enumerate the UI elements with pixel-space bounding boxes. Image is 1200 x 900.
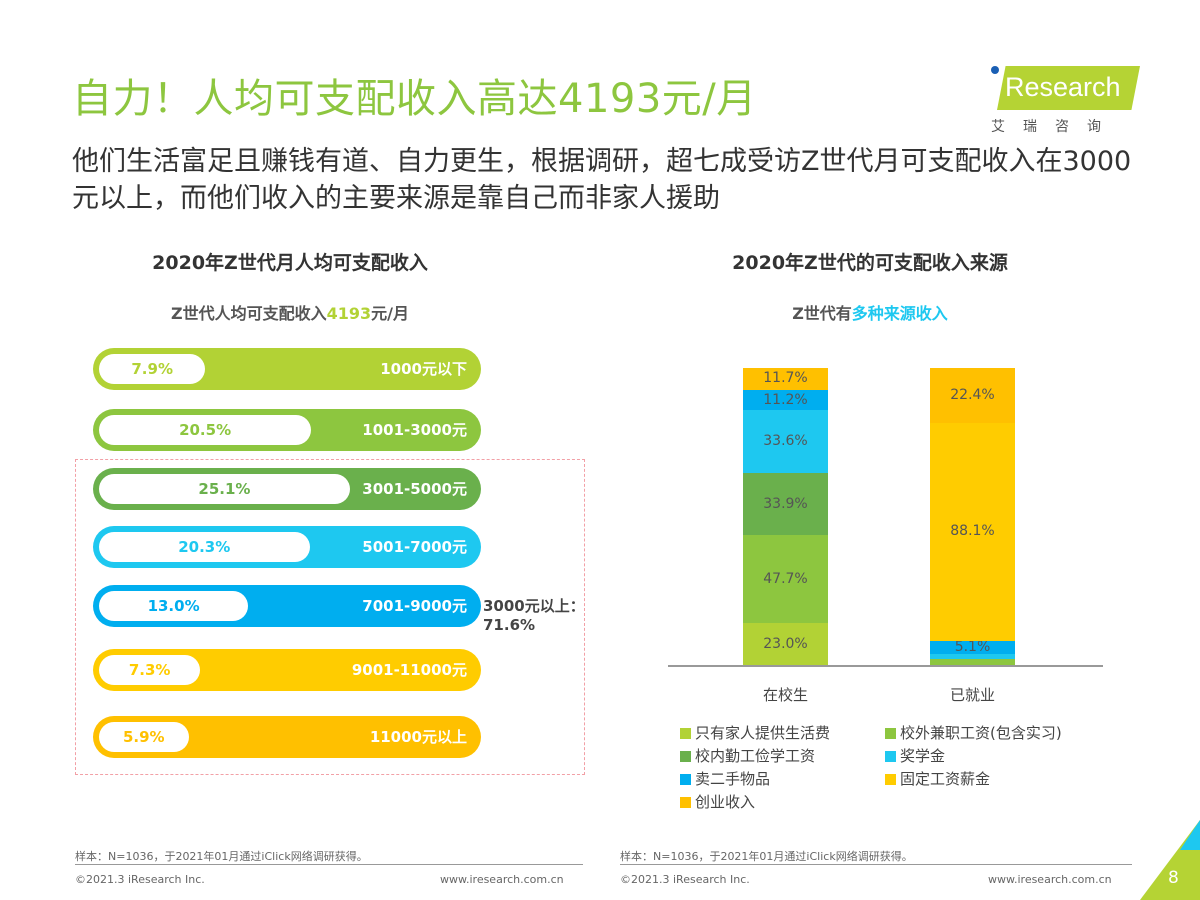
- legend-item: 固定工资薪金: [885, 768, 990, 789]
- legend-swatch: [680, 728, 691, 739]
- income-bar: 5.9% 11000元以上: [93, 716, 481, 758]
- legend-swatch: [680, 797, 691, 808]
- bar-segment: [930, 658, 1015, 666]
- income-bar: 25.1% 3001-5000元: [93, 468, 481, 510]
- note-label: 3000元以上：: [483, 597, 585, 615]
- legend-label: 校内勤工俭学工资: [695, 747, 816, 765]
- url-right: www.iresearch.com.cn: [988, 873, 1112, 886]
- x-tick-label: 已就业: [949, 686, 995, 704]
- legend-swatch: [885, 751, 896, 762]
- legend-label: 卖二手物品: [695, 770, 771, 788]
- bar-value-label: 7.3%: [99, 655, 201, 685]
- page-title: 自力！人均可支配收入高达4193元/月: [72, 76, 757, 122]
- bar-value-label: 5.9%: [99, 722, 189, 752]
- left-chart-title: 2020年Z世代月人均可支配收入: [152, 252, 428, 274]
- bar-value-label: 20.3%: [99, 532, 310, 562]
- bar-category-label: 1001-3000元: [362, 421, 467, 439]
- legend-swatch: [680, 751, 691, 762]
- bar-value-label: 20.5%: [99, 415, 312, 445]
- legend-swatch: [885, 728, 896, 739]
- bar-segment: 22.4%: [930, 368, 1015, 424]
- subtitle-unit: 元/月: [371, 304, 409, 323]
- income-bar: 20.3% 5001-7000元: [93, 526, 481, 568]
- corner-decoration-blue: [1180, 820, 1200, 850]
- subtitle-value: 4193: [326, 304, 372, 323]
- divider: [75, 864, 583, 865]
- bar-segment: 33.9%: [743, 472, 828, 536]
- page-number: 8: [1168, 868, 1179, 888]
- legend-item: 校内勤工俭学工资: [680, 745, 815, 766]
- bar-value-label: 13.0%: [99, 591, 249, 621]
- bar-value-label: 7.9%: [99, 354, 206, 384]
- page-subtitle: 他们生活富足且赚钱有道、自力更生，根据调研，超七成受访Z世代月可支配收入在300…: [72, 146, 1132, 214]
- bar-category-label: 1000元以下: [380, 360, 467, 378]
- income-bar: 7.9% 1000元以下: [93, 348, 481, 390]
- bar-segment: 11.7%: [743, 368, 828, 390]
- above-3000-note: 3000元以上： 71.6%: [483, 597, 585, 635]
- divider: [620, 864, 1132, 865]
- legend-item: 校外兼职工资(包含实习): [885, 722, 1062, 743]
- subtitle-text: Z世代人均可支配收入: [171, 304, 327, 323]
- url-left: www.iresearch.com.cn: [440, 873, 564, 886]
- legend-item: 卖二手物品: [680, 768, 770, 789]
- legend-label: 创业收入: [695, 793, 756, 811]
- bar-segment: 23.0%: [743, 623, 828, 666]
- legend-label: 只有家人提供生活费: [695, 724, 831, 742]
- legend-swatch: [680, 774, 691, 785]
- stacked-bar: 5.1% 88.1% 22.4%: [930, 368, 1015, 666]
- x-axis: [668, 665, 1103, 667]
- bar-segment: 11.2%: [743, 389, 828, 411]
- sample-note-right: 样本：N=1036，于2021年01月通过iClick网络调研获得。: [620, 850, 913, 863]
- x-tick-label: 在校生: [762, 686, 808, 704]
- income-bar: 7.3% 9001-11000元: [93, 649, 481, 691]
- sample-note-left: 样本：N=1036，于2021年01月通过iClick网络调研获得。: [75, 850, 368, 863]
- left-chart-subtitle: Z世代人均可支配收入4193元/月: [90, 300, 490, 324]
- legend-swatch: [885, 774, 896, 785]
- legend-label: 固定工资薪金: [900, 770, 991, 788]
- right-chart-title: 2020年Z世代的可支配收入来源: [732, 252, 1008, 274]
- bar-value-label: 25.1%: [99, 474, 350, 504]
- subtitle-highlight: 多种来源收入: [851, 304, 948, 323]
- income-bar: 13.0% 7001-9000元: [93, 585, 481, 627]
- copyright-right: ©2021.3 iResearch Inc.: [620, 873, 750, 886]
- bar-segment: 88.1%: [930, 423, 1015, 642]
- iresearch-logo: Research 艾瑞咨询: [985, 62, 1145, 142]
- stacked-bar: 23.0% 47.7% 33.9% 33.6% 11.2% 11.7%: [743, 368, 828, 666]
- bar-segment: [930, 653, 1015, 659]
- income-bar: 20.5% 1001-3000元: [93, 409, 481, 451]
- highlight-box: [75, 459, 585, 775]
- note-value: 71.6%: [483, 616, 536, 634]
- bar-segment: 33.6%: [743, 410, 828, 473]
- bar-category-label: 3001-5000元: [362, 480, 467, 498]
- right-chart-subtitle: Z世代有多种来源收入: [660, 300, 1080, 324]
- copyright-left: ©2021.3 iResearch Inc.: [75, 873, 205, 886]
- legend-item: 创业收入: [680, 791, 755, 812]
- bar-segment: 47.7%: [743, 535, 828, 624]
- legend-label: 校外兼职工资(包含实习): [900, 724, 1062, 742]
- bar-category-label: 5001-7000元: [362, 538, 467, 556]
- legend-item: 只有家人提供生活费: [680, 722, 830, 743]
- legend-item: 奖学金: [885, 745, 945, 766]
- bar-category-label: 7001-9000元: [362, 597, 467, 615]
- bar-segment: 5.1%: [930, 640, 1015, 654]
- corner-decoration: [1140, 820, 1200, 900]
- bar-category-label: 11000元以上: [369, 728, 467, 746]
- bar-category-label: 9001-11000元: [351, 661, 467, 679]
- subtitle-text: Z世代有: [792, 304, 852, 323]
- legend-label: 奖学金: [900, 747, 946, 765]
